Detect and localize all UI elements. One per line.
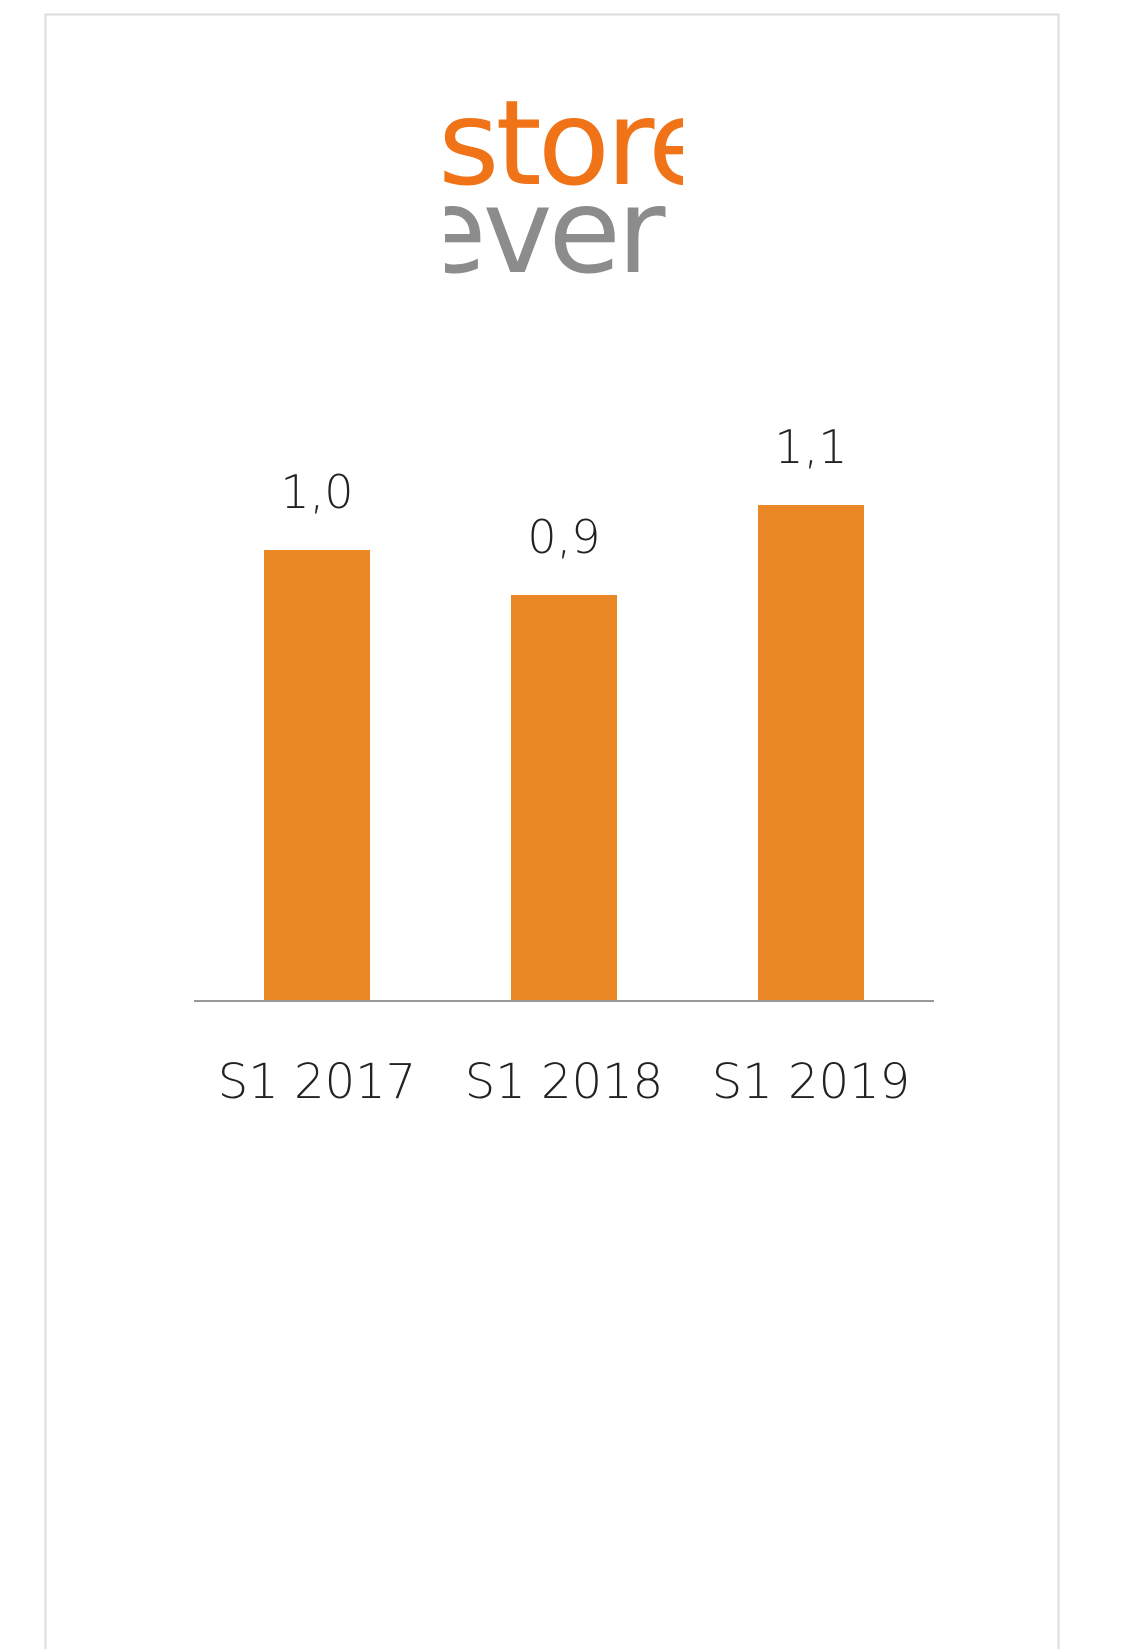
value-label: 0,9 [527, 510, 600, 564]
bar [264, 550, 370, 1000]
x-tick-label: S1 2018 [465, 1054, 663, 1110]
logo-top-clip: store [438, 74, 716, 212]
x-tick-label: S1 2017 [218, 1054, 416, 1110]
x-tick-label: S1 2019 [712, 1054, 910, 1110]
logo-bottom: ever [414, 162, 666, 300]
logo-top: store [438, 74, 716, 212]
bar [511, 595, 617, 1000]
bar [758, 505, 864, 1000]
value-label: 1,1 [774, 420, 847, 474]
value-label: 1,0 [280, 465, 353, 519]
logo-bottom-clip: ever [414, 162, 670, 300]
